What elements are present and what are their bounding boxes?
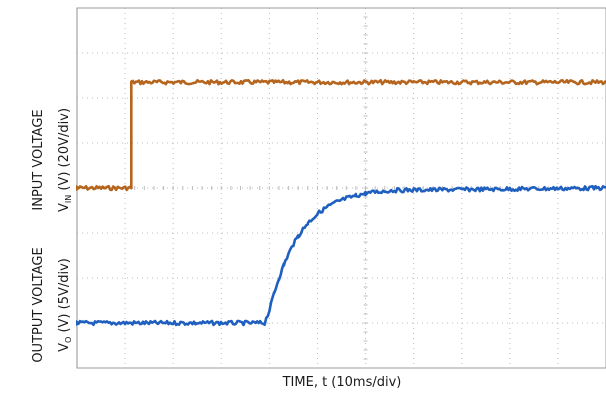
- traces: [76, 79, 606, 327]
- y-label-input-group: INPUT VOLTAGE VIN (V) (20V/div): [31, 108, 73, 212]
- y-label-input-line1: INPUT VOLTAGE: [31, 109, 46, 210]
- input-baseline-marker: [76, 185, 81, 191]
- x-axis-label: TIME, t (10ms/div): [282, 375, 402, 390]
- input-voltage-trace: [76, 79, 606, 192]
- channel-markers: [76, 185, 81, 326]
- y-label-output-group: OUTPUT VOLTAGE VO (V) (5V/div): [31, 247, 73, 362]
- y-label-output-line2: VO (V) (5V/div): [57, 258, 73, 352]
- y-label-output-line1: OUTPUT VOLTAGE: [31, 247, 46, 362]
- output-baseline-marker: [76, 320, 81, 326]
- output-voltage-trace: [76, 184, 606, 327]
- y-label-input-line2: VIN (V) (20V/div): [57, 108, 73, 212]
